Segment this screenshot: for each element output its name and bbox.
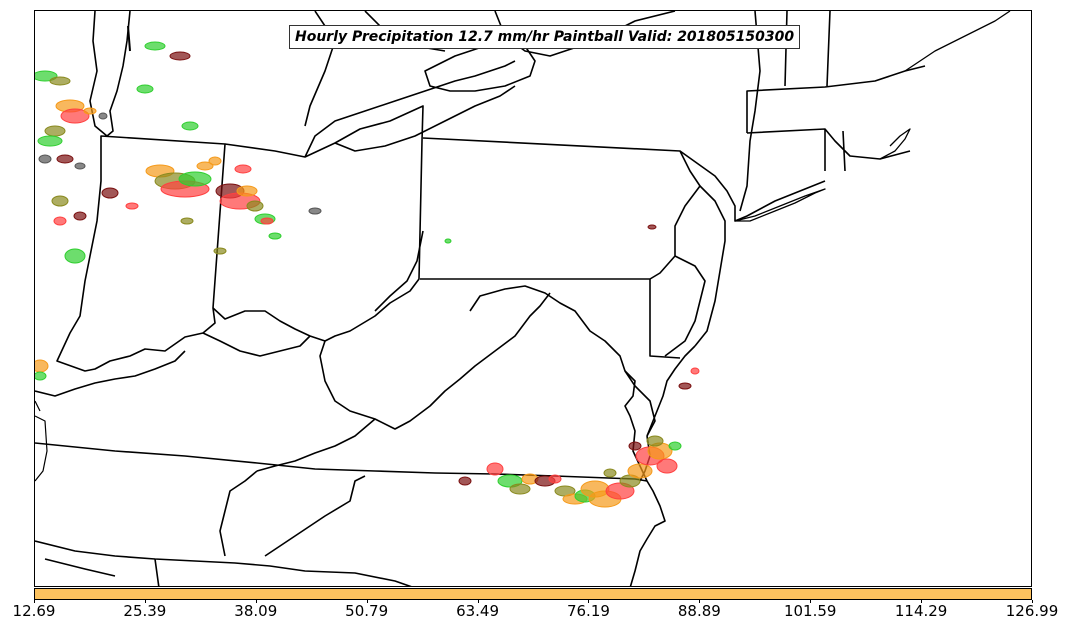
colorbar-tick-label: 88.89 [677, 602, 721, 620]
precipitation-paintball [628, 441, 642, 451]
precipitation-paintball [656, 458, 678, 474]
colorbar-tick-label: 101.59 [783, 602, 837, 620]
map-title: Hourly Precipitation 12.7 mm/hr Paintbal… [289, 25, 801, 49]
colorbar-tick-label: 50.79 [345, 602, 389, 620]
colorbar-tick-label: 126.99 [1005, 602, 1059, 620]
colorbar-tick-label: 12.69 [12, 602, 56, 620]
colorbar-tick-mark [34, 600, 35, 603]
precipitation-paintball [181, 121, 199, 131]
precipitation-paintball [208, 156, 222, 166]
precipitation-paintball [35, 359, 49, 373]
colorbar-tick-label: 25.39 [123, 602, 167, 620]
precipitation-paintball [646, 435, 664, 447]
colorbar-tick-label: 114.29 [894, 602, 948, 620]
precipitation-paintball [64, 248, 86, 264]
precipitation-paintball [51, 195, 69, 207]
colorbar-tick-mark [255, 600, 257, 603]
precipitation-paintball [169, 51, 191, 61]
precipitation-paintball [178, 171, 212, 187]
colorbar-tick-mark [921, 600, 923, 603]
precipitation-paintball [44, 125, 66, 137]
chesapeake-bay-shoreline [624, 370, 666, 586]
lake-michigan-island [127, 25, 131, 52]
colorbar-tick-label: 63.49 [456, 602, 500, 620]
precipitation-paintball [260, 217, 274, 225]
precipitation-paintball [37, 135, 63, 147]
precipitation-paintballs [35, 41, 700, 508]
colorbar-tick-mark [477, 600, 479, 603]
maine-coast [904, 11, 1011, 72]
precipitation-paintball [690, 367, 700, 375]
colorbar-tick-mark [699, 600, 701, 603]
colorbar-tick-mark [144, 600, 146, 603]
precipitation-paintball [53, 216, 67, 226]
north-carolina-border [219, 470, 366, 557]
precipitation-paintball [83, 107, 97, 115]
precipitation-paintball [246, 200, 264, 212]
colorbar-tick-mark [810, 600, 812, 603]
colorbar [34, 588, 1032, 600]
precipitation-paintball [444, 238, 452, 244]
precipitation-paintball [627, 463, 653, 479]
tennessee-border [35, 442, 648, 482]
precipitation-paintball [101, 187, 119, 199]
precipitation-paintball [60, 108, 90, 124]
precipitation-paintball [668, 441, 682, 451]
lake-michigan-shoreline [89, 11, 131, 137]
lake-erie-shoreline [304, 60, 516, 158]
precipitation-paintball [234, 164, 252, 174]
precipitation-paintball [268, 232, 282, 240]
precipitation-paintball [38, 154, 52, 164]
map-canvas [35, 11, 1011, 586]
precipitation-paintball [196, 161, 214, 171]
precipitation-paintball [548, 474, 562, 484]
precipitation-paintball [136, 84, 154, 94]
precipitation-paintball [49, 76, 71, 86]
precipitation-paintball [509, 483, 531, 495]
precipitation-paintball [603, 468, 617, 478]
western-rivers [35, 400, 48, 482]
colorbar-tick-mark [366, 600, 368, 603]
precipitation-paintball [125, 202, 139, 210]
kentucky-border [35, 332, 311, 397]
virginia-border [256, 418, 651, 482]
colorbar-tick-label: 76.19 [566, 602, 610, 620]
west-virginia-border [319, 230, 551, 430]
precipitation-paintball [678, 382, 692, 390]
colorbar-tick-label: 38.09 [234, 602, 278, 620]
precipitation-paintball [35, 371, 47, 381]
cape-cod [879, 128, 911, 160]
indiana-border [56, 135, 226, 372]
precipitation-paintball [98, 112, 108, 120]
pennsylvania-border [420, 137, 701, 280]
precipitation-paintball [486, 462, 504, 476]
delaware-border [649, 279, 681, 359]
colorbar-tick-mark [588, 600, 590, 603]
precipitation-paintball [74, 162, 86, 170]
maryland-border [469, 285, 656, 437]
map-panel: Hourly Precipitation 12.7 mm/hr Paintbal… [34, 10, 1032, 587]
long-island-shoreline [734, 188, 826, 222]
coastlines-and-state-borders [35, 11, 1011, 586]
georgia-border [44, 558, 160, 586]
precipitation-paintball [308, 207, 322, 215]
precipitation-paintball [56, 154, 74, 164]
precipitation-paintball [144, 41, 166, 51]
colorbar-tick-mark [1032, 600, 1033, 603]
precipitation-paintball [236, 185, 258, 197]
precipitation-paintball [73, 211, 87, 221]
precipitation-paintball [180, 217, 194, 225]
precipitation-paintball [458, 476, 472, 486]
ohio-border [212, 105, 424, 342]
precipitation-paintball [647, 224, 657, 230]
precipitation-paintball [213, 247, 227, 255]
delmarva-coast [646, 345, 696, 437]
south-carolina-border [35, 540, 412, 586]
new-jersey-border [664, 185, 726, 357]
